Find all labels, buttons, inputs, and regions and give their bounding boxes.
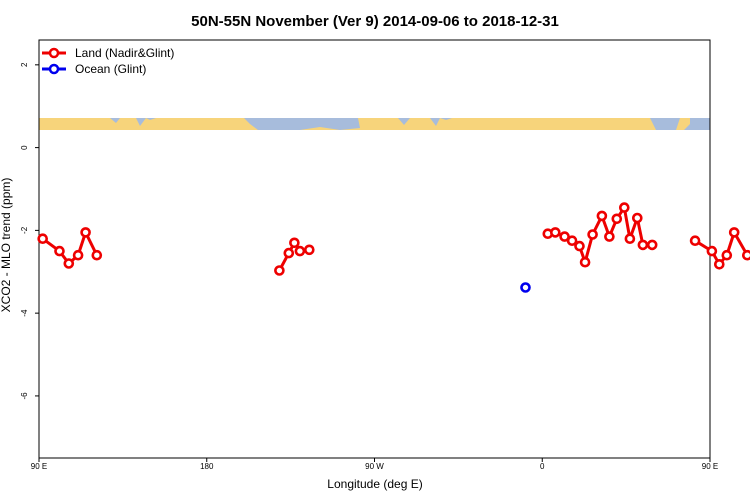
legend-marker-land bbox=[48, 47, 60, 59]
data-point-land bbox=[274, 265, 285, 276]
data-point-land bbox=[637, 239, 649, 251]
data-point-land bbox=[303, 244, 315, 256]
legend-label-ocean: Ocean (Glint) bbox=[75, 62, 146, 76]
data-point-land bbox=[80, 227, 91, 238]
y-tick-label: 0 bbox=[20, 145, 29, 150]
x-tick-label: 180 bbox=[200, 462, 214, 471]
data-point-land bbox=[624, 233, 636, 244]
series-land bbox=[37, 202, 750, 276]
x-tick-label: 90 E bbox=[31, 462, 47, 471]
data-point-land bbox=[587, 229, 598, 240]
x-tick-label: 0 bbox=[540, 462, 545, 471]
y-axis-label: XCO2 - MLO trend (ppm) bbox=[0, 178, 13, 313]
data-point-ocean bbox=[520, 282, 531, 293]
data-point-land bbox=[728, 227, 740, 238]
data-point-land bbox=[706, 245, 718, 257]
data-point-land bbox=[559, 231, 570, 242]
data-point-land bbox=[574, 240, 585, 252]
data-point-land bbox=[63, 258, 75, 269]
x-axis: 90 E 180 90 W 0 90 E bbox=[31, 458, 718, 471]
data-point-land bbox=[604, 231, 615, 242]
data-point-land bbox=[549, 227, 561, 238]
data-point-land bbox=[721, 249, 733, 261]
data-point-land bbox=[54, 245, 65, 257]
legend-label-land: Land (Nadir&Glint) bbox=[75, 46, 174, 60]
data-point-land bbox=[72, 249, 84, 261]
y-tick-label: -4 bbox=[20, 309, 29, 317]
map-strip bbox=[39, 118, 710, 130]
plot-frame bbox=[38, 39, 711, 459]
data-point-land bbox=[618, 202, 630, 213]
data-point-land bbox=[689, 235, 701, 246]
legend-marker-ocean bbox=[48, 63, 60, 75]
plot-area bbox=[37, 202, 750, 293]
data-point-land bbox=[646, 239, 658, 251]
series-ocean bbox=[520, 282, 531, 293]
x-tick-label: 90 W bbox=[365, 462, 384, 471]
data-point-land bbox=[713, 258, 725, 270]
data-point-land bbox=[289, 237, 300, 249]
legend: Land (Nadir&Glint) Ocean (Glint) bbox=[42, 46, 174, 76]
data-point-land bbox=[631, 212, 643, 224]
data-point-land bbox=[294, 245, 306, 257]
data-point-land bbox=[742, 249, 750, 261]
y-tick-label: -6 bbox=[20, 392, 29, 400]
y-tick-label: 2 bbox=[20, 62, 29, 67]
data-point-land bbox=[91, 249, 103, 261]
data-point-land bbox=[37, 233, 49, 244]
map-strip-land bbox=[39, 118, 690, 130]
chart-title: 50N-55N November (Ver 9) 2014-09-06 to 2… bbox=[191, 13, 559, 30]
x-axis-label: Longitude (deg E) bbox=[327, 477, 422, 491]
data-point-land bbox=[579, 256, 591, 268]
data-point-land bbox=[283, 247, 295, 259]
data-point-land bbox=[596, 210, 608, 222]
data-point-land bbox=[566, 235, 578, 246]
y-axis: 2 0 -2 -4 -6 bbox=[20, 62, 39, 399]
x-tick-label: 90 E bbox=[702, 462, 718, 471]
y-tick-label: -2 bbox=[20, 226, 29, 234]
data-point-land bbox=[611, 213, 623, 225]
